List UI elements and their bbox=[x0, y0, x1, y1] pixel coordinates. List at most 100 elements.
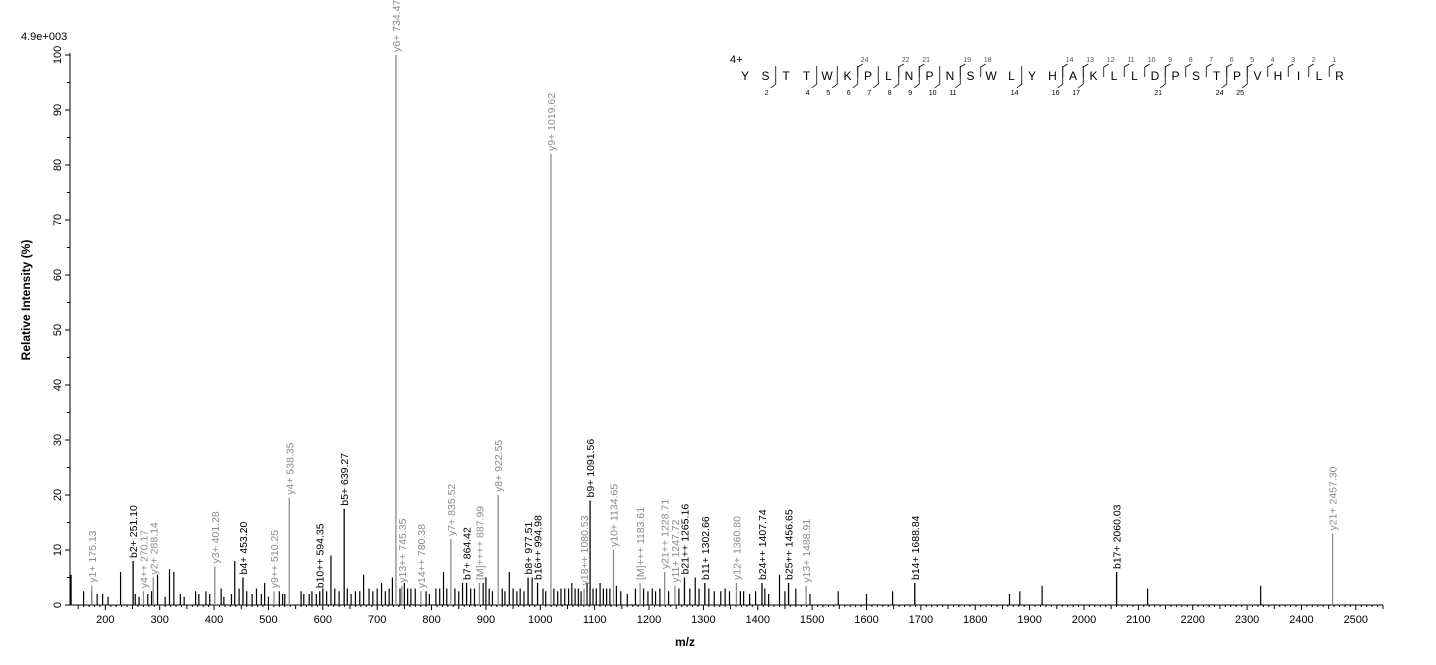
peak-label: y18++ 1080.53 bbox=[579, 515, 591, 585]
y-tick-label: 90 bbox=[52, 104, 64, 116]
sequence-residue: W bbox=[985, 69, 997, 83]
y-fragment-bracket bbox=[1226, 63, 1232, 77]
b-fragment-index: 9 bbox=[908, 90, 912, 97]
sequence-residue: P bbox=[925, 69, 933, 83]
y-fragment-bracket bbox=[1103, 63, 1109, 77]
b-fragment-bracket bbox=[1016, 66, 1023, 89]
x-tick-label: 2100 bbox=[1126, 614, 1150, 626]
sequence-residue: H bbox=[1274, 69, 1283, 83]
x-axis: 200 300 400 500 600 700 800 900 1000 1100 1200 1300… bbox=[70, 604, 1384, 626]
b-fragment-bracket bbox=[873, 66, 879, 89]
y-fragment-index: 18 bbox=[984, 57, 992, 64]
b-fragment-bracket bbox=[1242, 66, 1248, 89]
y-fragment-bracket bbox=[1144, 63, 1150, 77]
y-fragment-index: 9 bbox=[1168, 57, 1172, 64]
x-tick-label: 2200 bbox=[1180, 614, 1204, 626]
sequence-residue: P bbox=[864, 69, 872, 83]
x-tick-label: 1900 bbox=[1017, 614, 1041, 626]
y-fragment-index: 1 bbox=[1332, 57, 1336, 64]
y-fragment-index: 12 bbox=[1107, 57, 1115, 64]
x-tick-label: 1600 bbox=[854, 614, 878, 626]
peak-label: y8+ 922.55 bbox=[493, 440, 505, 492]
sequence-residue: S bbox=[1192, 69, 1200, 83]
y-tick-label: 80 bbox=[52, 159, 64, 171]
x-tick-label: 1000 bbox=[528, 614, 552, 626]
x-tick-label: 1100 bbox=[583, 614, 607, 626]
y-fragment-bracket bbox=[1267, 63, 1273, 77]
y-fragment-index: 11 bbox=[1127, 57, 1134, 64]
y-fragment-bracket bbox=[1287, 63, 1294, 77]
y-fragment-index: 5 bbox=[1250, 57, 1254, 64]
peak-label: y2+ 288.14 bbox=[148, 522, 160, 574]
y-fragment-index: 3 bbox=[1291, 57, 1295, 64]
peak-label: b2+ 251.10 bbox=[128, 505, 140, 558]
x-tick-label: 1800 bbox=[963, 614, 987, 626]
peak-label: [M]++++ 887.99 bbox=[474, 506, 486, 580]
y-fragment-bracket bbox=[857, 63, 863, 77]
sequence-residue: K bbox=[1089, 69, 1097, 83]
precursor-charge: 4+ bbox=[730, 54, 743, 66]
x-tick-label: 1400 bbox=[746, 614, 770, 626]
b-fragment-bracket bbox=[934, 66, 941, 89]
x-tick-label: 400 bbox=[205, 614, 223, 626]
y-tick-label: 20 bbox=[52, 489, 64, 501]
x-tick-label: 1500 bbox=[800, 614, 824, 626]
y-fragment-index: 10 bbox=[1148, 57, 1156, 64]
b-fragment-index: 6 bbox=[847, 90, 851, 97]
peak-label: y4++ 270.17 bbox=[138, 530, 150, 589]
x-tick-label: 700 bbox=[368, 614, 386, 626]
peak-label: b14+ 1688.84 bbox=[910, 515, 922, 580]
y-fragment-index: 4 bbox=[1271, 57, 1275, 64]
y-fragment-bracket bbox=[1164, 63, 1171, 77]
y-fragment-index: 14 bbox=[1066, 57, 1074, 64]
peak-label: b7+ 864.42 bbox=[462, 527, 474, 580]
b-fragment-bracket bbox=[1221, 66, 1228, 89]
y-fragment-bracket bbox=[1308, 63, 1314, 77]
x-tick-label: 2400 bbox=[1289, 614, 1313, 626]
peak-label: y7+ 835.52 bbox=[446, 484, 458, 536]
sequence-residue: P bbox=[1171, 69, 1179, 83]
peak-label: b5+ 639.27 bbox=[339, 453, 351, 506]
b-fragment-bracket bbox=[1057, 66, 1064, 89]
y-tick-label: 10 bbox=[52, 544, 64, 556]
sequence-residue: S bbox=[761, 69, 769, 83]
b-fragment-index: 10 bbox=[929, 90, 937, 97]
x-tick-label: 2500 bbox=[1344, 614, 1368, 626]
b-fragment-bracket bbox=[893, 66, 900, 89]
peak-label: b21++ 1265.16 bbox=[679, 504, 691, 575]
b-fragment-index: 17 bbox=[1072, 90, 1080, 97]
x-tick-label: 1300 bbox=[691, 614, 715, 626]
x-tick-label: 2300 bbox=[1235, 614, 1259, 626]
x-tick-label: 600 bbox=[314, 614, 332, 626]
sequence-residue: T bbox=[782, 69, 790, 83]
sequence-residue: H bbox=[1048, 69, 1057, 83]
b-fragment-bracket bbox=[832, 66, 838, 89]
b-fragment-bracket bbox=[955, 66, 961, 89]
peak-label: b24++ 1407.74 bbox=[757, 509, 769, 580]
y-tick-label: 30 bbox=[52, 434, 64, 446]
peak-label: b8+ 977.51 bbox=[523, 521, 535, 574]
sequence-residue: P bbox=[1233, 69, 1241, 83]
b-fragment-index: 21 bbox=[1154, 90, 1162, 97]
sequence-residue: N bbox=[905, 69, 914, 83]
b-fragment-index: 24 bbox=[1216, 90, 1224, 97]
peak-label: b17+ 2060.03 bbox=[1112, 504, 1124, 569]
y-fragment-index: 2 bbox=[1312, 57, 1316, 64]
b-fragment-index: 5 bbox=[826, 90, 830, 97]
b-fragment-bracket bbox=[914, 66, 920, 89]
b-fragment-bracket bbox=[770, 66, 777, 89]
y-fragment-bracket bbox=[1062, 63, 1068, 77]
b-fragment-index: 14 bbox=[1011, 90, 1019, 97]
peak-label: y9++ 510.25 bbox=[269, 530, 281, 589]
y-fragment-bracket bbox=[959, 63, 966, 77]
y-fragment-bracket bbox=[898, 63, 904, 77]
b-fragment-bracket bbox=[1078, 66, 1084, 89]
x-tick-label: 200 bbox=[96, 614, 114, 626]
peak-label: y12+ 1360.80 bbox=[731, 516, 743, 580]
peak-bars bbox=[70, 55, 1334, 605]
y-fragment-index: 24 bbox=[861, 57, 869, 64]
x-tick-label: 1200 bbox=[637, 614, 661, 626]
y-fragment-bracket bbox=[980, 63, 986, 77]
peak-label: y3+ 401.28 bbox=[210, 511, 222, 563]
